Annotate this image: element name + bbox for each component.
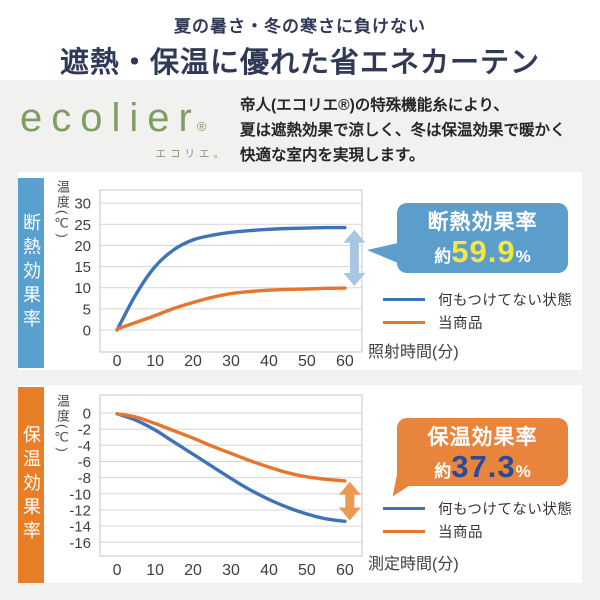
legend-item: 当商品: [383, 520, 572, 543]
legend-label: 何もつけてない状態: [438, 502, 573, 518]
svg-text:-12: -12: [69, 503, 91, 520]
svg-text:30: 30: [222, 353, 240, 370]
legend-swatch-line: [383, 507, 425, 510]
svg-text:-2: -2: [78, 422, 91, 439]
badge-value-line: 約37.3%: [434, 449, 531, 484]
heat-retention-chart: 0-2-4-6-8-10-12-14-160 10 20 30 40 50 60: [69, 394, 363, 579]
legend-item: 何もつけてない状態: [383, 288, 572, 311]
legend-label: 当商品: [438, 316, 483, 332]
svg-text:-16: -16: [69, 535, 91, 552]
series-line: [115, 286, 347, 331]
svg-text:40: 40: [260, 353, 278, 370]
svg-text:-6: -6: [78, 454, 91, 471]
svg-text:20: 20: [184, 562, 202, 579]
x-axis-label: 照射時間(分): [368, 344, 459, 361]
badge-title: 断熱効果率: [427, 211, 538, 234]
svg-text:60: 60: [336, 353, 354, 370]
svg-text:30: 30: [222, 562, 240, 579]
legend-label: 当商品: [438, 525, 483, 541]
description-line: 夏は遮熱効果で涼しく、冬は保温効果で暖かく: [240, 122, 566, 139]
heat-shield-badge: 断熱効果率 約59.9%: [367, 203, 568, 273]
heat-retention-chart-area: 温度(℃) 0 -2 -4 -6 -8 -10 -12 -14 -16 0 10 20 30 40 50 60: [48, 388, 378, 584]
description-line: 快適な室内を実現します。: [240, 147, 425, 164]
intro-section: ecolier® エコリエ。 帝人(エコリエ®)の特殊機能糸により、 夏は遮熱効…: [0, 80, 600, 172]
legend: 何もつけてない状態 当商品: [383, 497, 572, 543]
badge-tail-icon: [367, 243, 398, 263]
svg-text:-14: -14: [69, 519, 91, 536]
header-subtitle: 夏の暑さ・冬の寒さに負けない: [174, 17, 426, 36]
difference-arrow-icon: [338, 481, 361, 521]
legend-swatch-line: [383, 530, 425, 533]
y-axis-label: 温度(℃): [55, 394, 70, 454]
svg-text:50: 50: [298, 353, 316, 370]
badge-percentage: 59.9: [451, 234, 516, 269]
svg-text:-8: -8: [78, 470, 91, 487]
svg-text:10: 10: [146, 353, 164, 370]
page-title: 遮熱・保温に優れた省エネカーテン: [59, 47, 540, 79]
heat-shield-section: 断熱効果率 温度(℃) 30 25 20 15 10 5 0 0 10 20 30 40 50 60 断熱…: [18, 172, 582, 370]
svg-text:40: 40: [260, 562, 278, 579]
svg-text:-10: -10: [69, 486, 91, 503]
series-line: [115, 412, 347, 523]
svg-text:0: 0: [113, 562, 122, 579]
series-line: [115, 412, 347, 483]
svg-text:0: 0: [83, 406, 91, 423]
svg-text:5: 5: [83, 301, 91, 318]
heat-retention-badge: 保温効果率 約37.3%: [382, 418, 568, 503]
svg-text:-4: -4: [78, 438, 91, 455]
svg-text:30: 30: [74, 196, 91, 213]
legend-item: 何もつけてない状態: [383, 497, 572, 520]
svg-text:50: 50: [298, 562, 316, 579]
side-label-text: 保温効果率: [21, 425, 41, 545]
svg-text:10: 10: [146, 562, 164, 579]
x-axis-label: 測定時間(分): [368, 556, 459, 573]
legend-item: 当商品: [383, 311, 572, 334]
badge-percentage: 37.3: [451, 449, 516, 484]
intro-description: 帝人(エコリエ®)の特殊機能糸により、 夏は遮熱効果で涼しく、冬は保温効果で暖か…: [240, 93, 566, 168]
heat-retention-section: 保温効果率 温度(℃) 0 -2 -4 -6 -8 -10 -12 -14 -16 0 10 20 30…: [18, 385, 582, 583]
ecolier-logo: ecolier® エコリエ。: [20, 96, 232, 161]
heat-shield-chart-area: 温度(℃) 30 25 20 15 10 5 0 0 10 20 30 40 50 60: [48, 174, 378, 370]
description-line: 帝人(エコリエ®)の特殊機能糸により、: [240, 97, 509, 114]
svg-text:15: 15: [74, 259, 91, 276]
header: 夏の暑さ・冬の寒さに負けない 遮熱・保温に優れた省エネカーテン: [0, 0, 600, 80]
logo-wordmark: ecolier®: [20, 96, 207, 140]
svg-text:20: 20: [184, 353, 202, 370]
series-line: [115, 225, 347, 332]
difference-arrow-icon: [343, 229, 366, 286]
side-label-text: 断熱効果率: [21, 213, 41, 333]
registered-mark-icon: ®: [196, 119, 207, 134]
heat-shield-side-label: 断熱効果率: [18, 178, 44, 368]
legend-swatch-line: [383, 321, 425, 324]
svg-text:20: 20: [74, 238, 91, 255]
y-axis-label: 温度(℃): [55, 180, 70, 240]
heat-retention-side-label: 保温効果率: [18, 387, 44, 583]
legend: 何もつけてない状態 当商品: [383, 288, 572, 334]
logo-katakana: エコリエ。: [155, 148, 228, 160]
svg-text:0: 0: [83, 323, 91, 340]
svg-text:60: 60: [336, 562, 354, 579]
badge-value-line: 約59.9%: [434, 234, 531, 269]
legend-swatch-line: [383, 298, 425, 301]
svg-text:10: 10: [74, 280, 91, 297]
badge-title: 保温効果率: [427, 426, 538, 449]
svg-text:25: 25: [74, 217, 91, 234]
legend-label: 何もつけてない状態: [438, 293, 573, 309]
svg-text:0: 0: [113, 353, 122, 370]
